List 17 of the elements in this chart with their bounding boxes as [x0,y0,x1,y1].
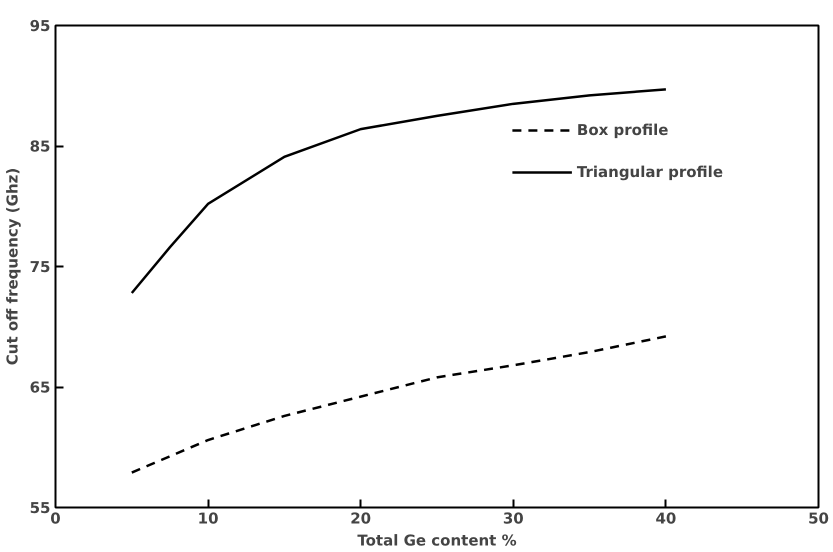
x-tick-label: 30 [502,510,524,528]
x-tick-label: 20 [350,510,372,528]
y-axis-title: Cut off frequency (Ghz) [4,168,22,366]
x-tick-label: 40 [655,510,676,528]
line-series [130,335,668,474]
x-tick-label: 0 [50,510,61,528]
x-tick-label: 10 [198,510,219,528]
y-tick-label: 85 [30,138,50,156]
y-tick-label: 95 [30,17,50,35]
y-tick-label: 55 [30,499,50,517]
y-tick-label: 65 [30,378,50,396]
y-tick-label: 75 [30,258,50,276]
x-tick-label: 50 [808,510,829,528]
legend-label: Triangular profile [576,163,723,181]
x-axis-title: Total Ge content % [357,532,517,550]
legend-label: Box profile [576,121,668,139]
line-series [130,88,668,294]
